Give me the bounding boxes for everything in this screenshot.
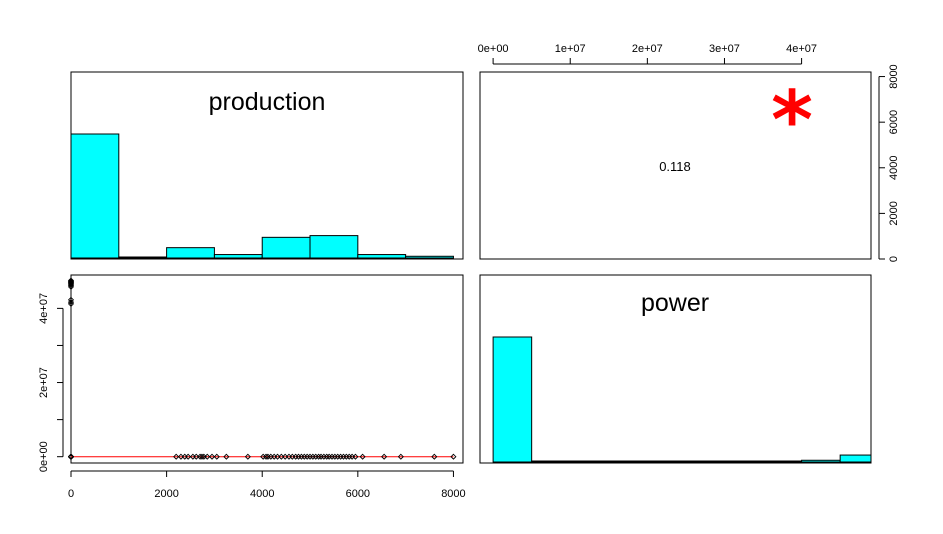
scatter-point bbox=[208, 453, 216, 460]
power-histogram-bar bbox=[646, 460, 687, 463]
production-diagonal-label: production bbox=[209, 88, 326, 116]
scatter-point bbox=[67, 278, 75, 285]
power-histogram-bar bbox=[801, 459, 841, 463]
power-histogram-bar bbox=[762, 460, 803, 463]
power-tick-label-top: 4e+07 bbox=[786, 43, 817, 55]
production-tick-label-right: 8000 bbox=[888, 64, 900, 88]
production-histogram-bar bbox=[166, 247, 215, 259]
scatter-point bbox=[67, 281, 75, 288]
scatter-point bbox=[185, 453, 192, 460]
panel-bottom-right-frame bbox=[479, 274, 872, 464]
production-tick-label-right: 2000 bbox=[888, 201, 900, 225]
power-tick-label-top: 1e+07 bbox=[555, 43, 586, 55]
power-diagonal-label: power bbox=[641, 289, 709, 317]
scatter-point bbox=[352, 453, 359, 460]
scatter-point bbox=[450, 453, 457, 460]
power-histogram bbox=[492, 336, 872, 463]
scatter-point bbox=[67, 453, 75, 460]
scatter-point bbox=[213, 453, 220, 460]
power-histogram-bar bbox=[531, 460, 571, 463]
production-tick-label: 0 bbox=[68, 488, 74, 500]
scatter-point bbox=[431, 453, 438, 460]
production-histogram-bar bbox=[213, 254, 263, 259]
scatter-point bbox=[263, 453, 270, 460]
scatter-point bbox=[315, 453, 322, 460]
scatter-point bbox=[67, 280, 75, 287]
power-tick-label-top: 2e+07 bbox=[632, 43, 663, 55]
scatter-point bbox=[359, 453, 366, 460]
power-tick-label-top: 3e+07 bbox=[709, 43, 740, 55]
production-histogram bbox=[70, 133, 454, 259]
panel-top-right-frame bbox=[479, 71, 872, 260]
production-histogram-bar bbox=[118, 256, 168, 259]
scatter-point bbox=[381, 453, 388, 460]
scatter-point bbox=[397, 453, 404, 460]
production-tick-label: 6000 bbox=[346, 488, 370, 500]
scatter-point bbox=[67, 283, 75, 290]
significance-star: * bbox=[771, 74, 813, 167]
scatter-point bbox=[323, 453, 330, 460]
scatter-point bbox=[198, 453, 206, 460]
scatter-point bbox=[67, 300, 75, 307]
power-tick-label-left: 2e+07 bbox=[38, 367, 50, 398]
scatter-point bbox=[67, 279, 75, 286]
power-histogram-bar bbox=[839, 454, 872, 463]
production-histogram-bar bbox=[357, 254, 407, 259]
axes: 0 2000 4000 6000 8000 0e+00 2e+07 4e+07 0e+00 1e+… bbox=[38, 43, 900, 500]
power-histogram-bar bbox=[492, 336, 533, 463]
correlation-value: 0.118 bbox=[659, 159, 691, 174]
scatter-point bbox=[223, 453, 230, 460]
scatter-point bbox=[67, 282, 75, 289]
power-histogram-bar bbox=[685, 460, 725, 463]
power-histogram-bar bbox=[608, 460, 648, 463]
scatter-production-power bbox=[67, 277, 457, 460]
production-tick-label-right: 4000 bbox=[888, 156, 900, 180]
production-tick-label-right: 6000 bbox=[888, 110, 900, 134]
production-histogram-bar bbox=[70, 133, 120, 259]
production-tick-label-right: 0 bbox=[888, 256, 900, 262]
panel-bottom-left-frame bbox=[70, 274, 464, 464]
scatter-point bbox=[67, 299, 75, 306]
production-histogram-bar bbox=[309, 235, 359, 259]
scatter-point bbox=[173, 453, 180, 460]
power-tick-label-top: 0e+00 bbox=[478, 43, 509, 55]
power-histogram-bar bbox=[569, 460, 610, 463]
scatter-point bbox=[204, 453, 211, 460]
production-histogram-bar bbox=[405, 255, 454, 259]
production-tick-label: 2000 bbox=[154, 488, 178, 500]
power-histogram-bar bbox=[723, 460, 764, 463]
scatter-point bbox=[67, 296, 75, 303]
power-tick-label-left: 0e+00 bbox=[38, 441, 50, 472]
production-histogram-bar bbox=[261, 236, 311, 259]
scatter-point bbox=[244, 453, 251, 460]
production-tick-label: 8000 bbox=[441, 488, 465, 500]
production-tick-label: 4000 bbox=[250, 488, 274, 500]
power-tick-label-left: 4e+07 bbox=[38, 293, 50, 324]
